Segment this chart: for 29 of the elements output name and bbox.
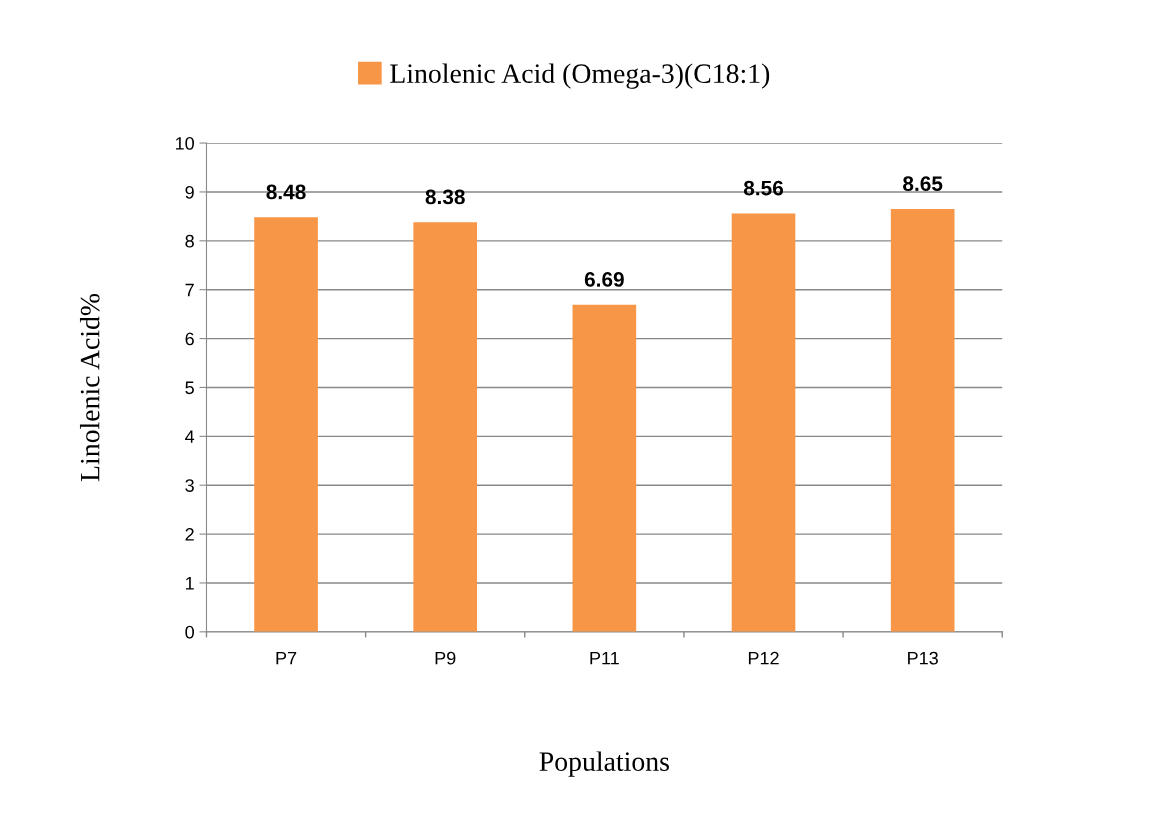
data-label: 8.48 bbox=[266, 184, 306, 200]
data-label: 8.65 bbox=[903, 176, 943, 192]
x-tick-label: P12 bbox=[748, 651, 779, 665]
data-label: 8.56 bbox=[743, 180, 784, 196]
x-tick-label: P11 bbox=[590, 651, 619, 665]
y-tick-label: 3 bbox=[185, 479, 194, 492]
y-tick-label: 0 bbox=[185, 625, 194, 639]
bar bbox=[572, 304, 637, 632]
bar bbox=[890, 209, 955, 632]
bar bbox=[413, 222, 478, 632]
x-tick-label: P7 bbox=[276, 651, 297, 665]
y-tick-label: 7 bbox=[185, 283, 194, 297]
y-axis-title: Linolenic Acid% bbox=[79, 293, 100, 482]
x-axis-title: Populations bbox=[539, 751, 669, 777]
legend-label: Linolenic Acid (Omega-3)(C18:1) bbox=[390, 63, 770, 89]
y-tick-label: 9 bbox=[185, 185, 194, 199]
x-tick-label: P9 bbox=[435, 651, 456, 665]
y-tick-label: 6 bbox=[185, 332, 194, 346]
y-tick-label: 1 bbox=[186, 577, 194, 590]
y-tick-label: 10 bbox=[175, 137, 194, 150]
x-tick-label: P13 bbox=[908, 651, 938, 665]
y-tick-label: 5 bbox=[185, 381, 194, 395]
bar bbox=[731, 213, 796, 632]
y-tick-label: 2 bbox=[185, 528, 194, 541]
y-tick-label: 8 bbox=[185, 234, 194, 248]
data-label: 6.69 bbox=[584, 272, 624, 287]
data-label: 8.38 bbox=[425, 189, 465, 205]
bar bbox=[254, 217, 318, 632]
y-tick-label: 4 bbox=[185, 430, 195, 443]
